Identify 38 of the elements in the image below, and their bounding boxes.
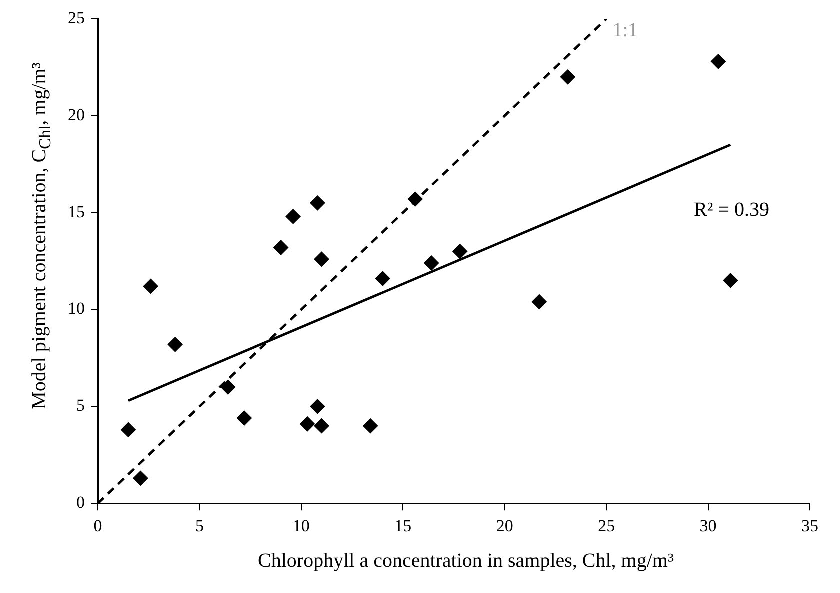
series-label: 1:1 <box>612 19 638 42</box>
annotation: R² = 0.39 <box>694 199 770 222</box>
x-tick-label: 0 <box>94 516 102 536</box>
point <box>560 70 576 85</box>
y-tick-label: 25 <box>68 8 85 28</box>
point <box>363 418 378 434</box>
y-tick-label: 20 <box>68 105 85 124</box>
point <box>133 470 148 486</box>
x-tick-label: 35 <box>802 516 818 536</box>
x-tick-label: 25 <box>598 516 616 536</box>
x-tick-label: 30 <box>700 516 717 536</box>
point <box>532 294 547 310</box>
point <box>143 279 158 294</box>
point <box>710 54 726 70</box>
point <box>310 196 326 211</box>
point <box>286 209 301 224</box>
x-tick-label: 15 <box>394 516 412 536</box>
point <box>121 422 136 438</box>
point <box>236 410 252 426</box>
point <box>723 273 738 288</box>
x-tick-label: 5 <box>195 516 204 536</box>
point <box>452 244 468 260</box>
point <box>220 380 236 395</box>
point <box>424 256 440 271</box>
point <box>300 416 316 432</box>
x-tick-label: 10 <box>292 516 310 536</box>
y-tick-label: 10 <box>68 299 85 318</box>
y-tick-label: 5 <box>76 396 85 416</box>
point <box>274 240 289 256</box>
x-axis-title: Chlorophyll a concentration in samples, Chl, mg/m³ <box>257 550 675 573</box>
y-tick-label: 15 <box>68 202 85 222</box>
point <box>168 337 183 352</box>
point <box>314 252 330 267</box>
x-tick-label: 20 <box>496 516 514 536</box>
point <box>375 271 390 286</box>
point <box>310 399 326 414</box>
y-tick-label: 0 <box>76 493 85 512</box>
point <box>314 418 330 434</box>
